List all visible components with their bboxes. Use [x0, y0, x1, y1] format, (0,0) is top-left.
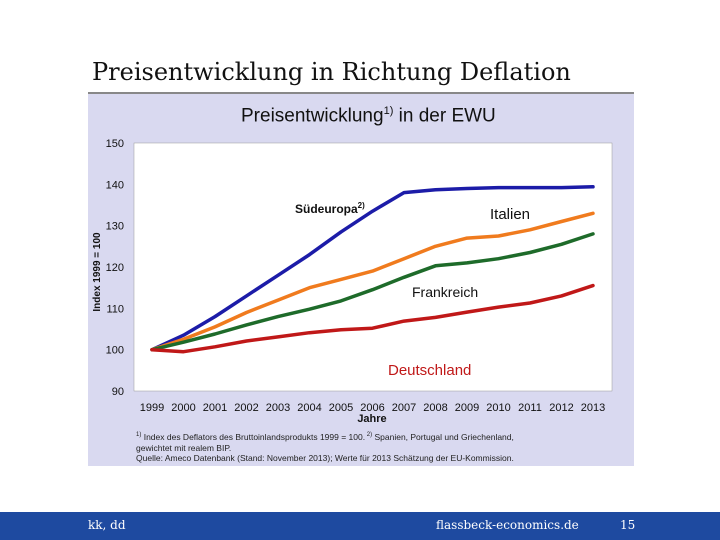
series-label-italien: Italien [490, 206, 530, 223]
chart-title-sup: 1) [383, 105, 394, 117]
y-tick-label: 130 [106, 221, 124, 233]
y-tick-label: 90 [112, 386, 124, 398]
footer-website: flassbeck-economics.de [436, 518, 579, 532]
series-line-italien [150, 211, 595, 352]
x-tick-label: 1999 [140, 402, 164, 414]
series-line-deutschland [150, 283, 595, 354]
y-tick-label: 100 [106, 345, 124, 357]
x-tick-label: 2005 [329, 402, 353, 414]
x-tick-label: 2008 [423, 402, 447, 414]
x-tick-label: 2012 [549, 402, 573, 414]
series-label-deutschland: Deutschland [388, 362, 471, 379]
y-axis-label: Index 1999 = 100 [92, 232, 103, 312]
x-tick-label: 2007 [392, 402, 416, 414]
x-tick-label: 2001 [203, 402, 227, 414]
y-tick-label: 140 [106, 179, 124, 191]
footer-bar [0, 512, 720, 540]
source-note: Quelle: Ameco Datenbank (Stand: November… [136, 453, 514, 463]
x-tick-label: 2002 [234, 402, 258, 414]
footnote-2-sup: 2) [365, 432, 373, 439]
footnote-1-sup: 1) [136, 432, 142, 439]
x-tick-label: 2009 [455, 402, 479, 414]
y-tick-label: 110 [106, 303, 124, 315]
x-tick-label: 2011 [518, 402, 542, 414]
y-tick-label: 150 [106, 138, 124, 150]
page-number: 15 [620, 518, 636, 532]
chart-title-suffix: in der EWU [393, 105, 496, 127]
series-label-suedeuropa-sup: 2) [358, 201, 365, 210]
footnote-1-text: Index des Deflators des Bruttoinlandspro… [141, 432, 366, 442]
series-label-frankreich: Frankreich [412, 284, 478, 300]
footer-author: kk, dd [88, 518, 126, 532]
x-tick-labels: 1999 2000 2001 2002 2003 2004 2005 2006 2007 2008… [140, 402, 605, 414]
series-line-frankreich [150, 232, 595, 352]
series-line-suedeuropa [150, 185, 595, 352]
x-tick-label: 2003 [266, 402, 290, 414]
x-axis-label: Jahre [357, 413, 386, 425]
plot-area [133, 142, 613, 392]
footnote-2-continued: gewichtet mit realem BIP. [136, 443, 232, 453]
series-label-suedeuropa: Südeuropa2) [295, 201, 365, 216]
x-tick-label: 2013 [581, 402, 605, 414]
y-tick-label: 120 [106, 262, 124, 274]
x-tick-label: 2004 [297, 402, 321, 414]
series-label-suedeuropa-name: Südeuropa [295, 202, 358, 216]
chart-title: Preisentwicklung1) in der EWU [241, 105, 496, 127]
x-tick-label: 2000 [171, 402, 195, 414]
x-tick-label: 2006 [360, 402, 384, 414]
x-tick-label: 2010 [486, 402, 510, 414]
y-tick-labels: 90 100 110 120 130 140 150 [106, 138, 124, 398]
title-divider [88, 92, 634, 94]
series-lines [150, 185, 595, 354]
footnote-1: 1) Index des Deflators des Bruttoinlands… [136, 432, 514, 442]
footnote-2-text: Spanien, Portugal und Griechenland, [372, 432, 514, 442]
slide-title: Preisentwicklung in Richtung Deflation [92, 58, 571, 86]
chart-title-main: Preisentwicklung [241, 105, 384, 127]
